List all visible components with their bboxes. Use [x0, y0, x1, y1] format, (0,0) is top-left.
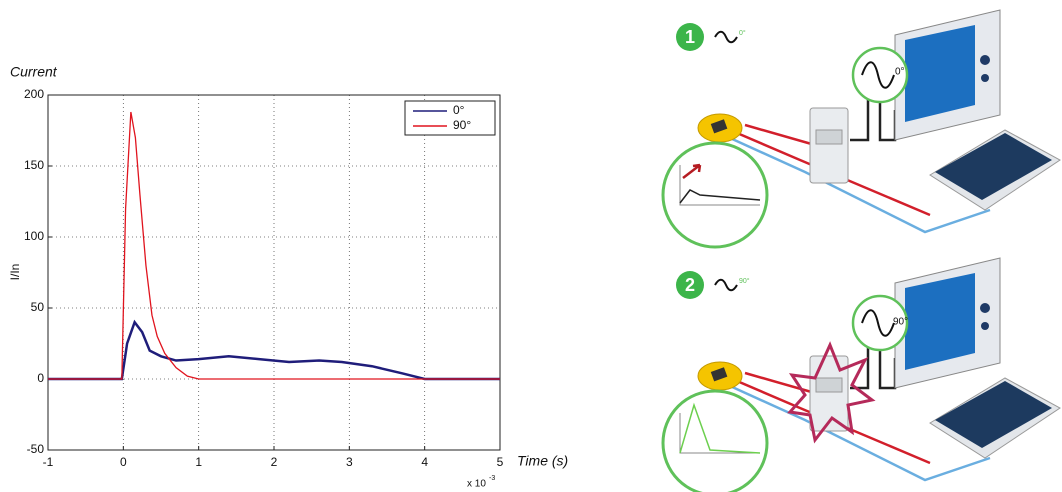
y-tick-label: -50 — [27, 442, 45, 456]
y-tick-label: 150 — [24, 158, 44, 172]
x-tick-label: 3 — [346, 455, 353, 469]
x-tick-label: -1 — [43, 455, 54, 469]
step-phase: 0° — [739, 29, 746, 37]
step-number: 1 — [685, 27, 695, 47]
x-multiplier-exp: -3 — [489, 475, 495, 482]
series-line — [48, 111, 500, 380]
y-axis-label: I/In — [8, 264, 22, 281]
legend-label: 0° — [453, 103, 465, 117]
x-tick-label: 0 — [120, 455, 127, 469]
y-tick-label: 100 — [24, 229, 44, 243]
y-tick-label: 200 — [24, 87, 44, 101]
step-phase: 90° — [739, 277, 750, 285]
scene-2 — [661, 256, 1062, 492]
x-tick-label: 2 — [271, 455, 278, 469]
chart-title: Current — [10, 64, 58, 80]
x-axis-label: Time (s) — [517, 453, 568, 469]
arrow — [682, 163, 702, 179]
x-tick-label: 1 — [195, 455, 202, 469]
x-tick-label: 4 — [421, 455, 428, 469]
legend-box — [404, 100, 496, 136]
plot-area — [48, 95, 500, 450]
mini-curve — [679, 402, 761, 454]
screen-phase: 90° — [893, 317, 908, 328]
step-number: 2 — [685, 275, 695, 295]
y-tick-label: 50 — [31, 300, 45, 314]
mini-curve — [679, 189, 761, 204]
legend-label: 90° — [453, 118, 471, 132]
series-line — [48, 319, 500, 381]
y-tick-label: 0 — [37, 371, 44, 385]
burst — [787, 341, 876, 444]
x-tick-label: 5 — [497, 455, 504, 469]
plot-frame — [47, 94, 501, 451]
screen-phase: 0° — [895, 67, 905, 78]
x-multiplier: x 10 — [467, 479, 486, 490]
scene-1 — [661, 8, 1062, 249]
